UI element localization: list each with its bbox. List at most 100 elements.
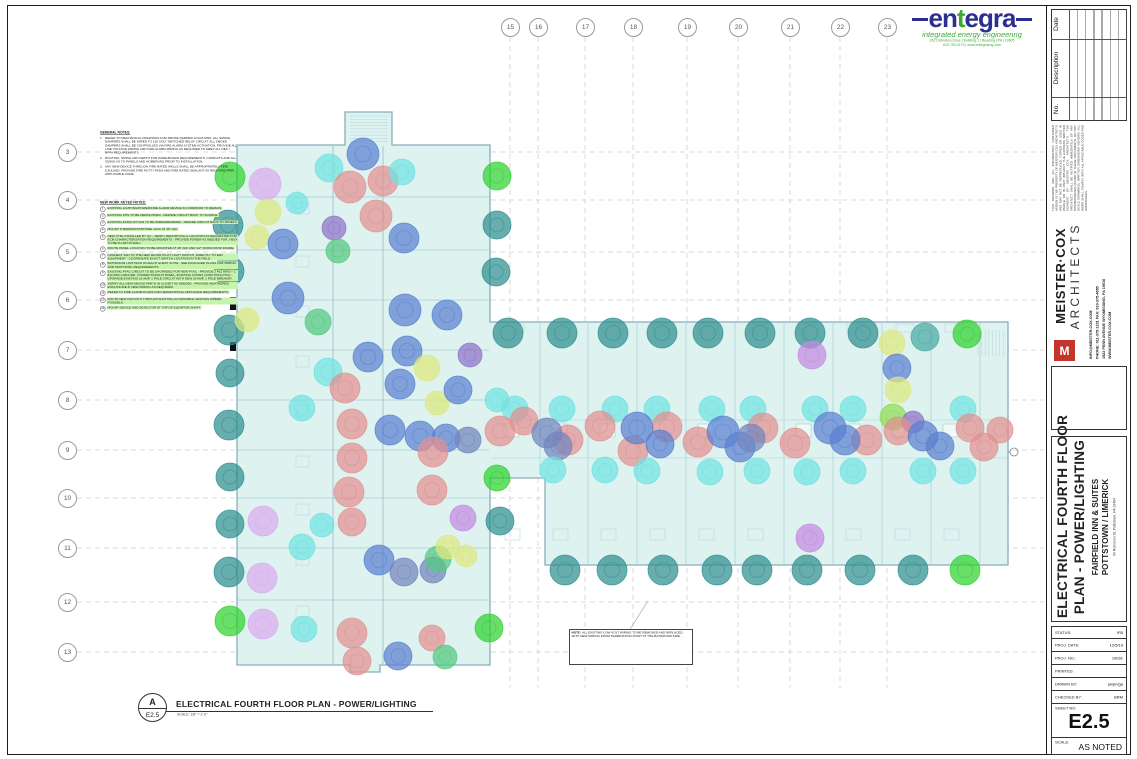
keyed-note-number-icon: 12 [100, 297, 106, 304]
keyed-note-item: 3 EXISTING EXHAUST FAN TO BE WIRED/REWIRE… [100, 220, 238, 227]
plan-symbol-T [897, 554, 929, 586]
plan-symbol-B [271, 281, 305, 315]
status-field-row: STATUS: IFB [1051, 626, 1127, 639]
logo-dash-icon [911, 18, 928, 21]
plan-symbol-C [633, 457, 661, 485]
general-notes: GENERAL NOTES: 1. REFER TO MECHANICAL DRA… [100, 131, 238, 224]
plan-symbol-SB [454, 426, 482, 454]
plan-symbol-Y [254, 198, 282, 226]
sheet-no-label: SHEET NO. [1055, 706, 1077, 711]
plan-symbol-T [549, 554, 581, 586]
plan-symbol-G [949, 554, 981, 586]
plan-symbol-S [986, 416, 1014, 444]
status-field-row: PRINTED: [1051, 665, 1127, 678]
plan-symbol-T [791, 554, 823, 586]
keyed-notes: NEW WORK KEYED NOTES: 1 EXISTING LIGHTING… [100, 201, 238, 425]
plan-symbol-T [485, 506, 515, 536]
plan-symbol-SB [389, 557, 419, 587]
plan-symbol-T [741, 554, 773, 586]
grid-bubble-row-4: 4 [58, 191, 77, 210]
sheet-border [7, 5, 1131, 755]
keyed-note-item: 8 BATHROOM LIGHT/FAN ON EACH GUEST SUITE … [100, 261, 238, 269]
plan-symbol-T [215, 509, 245, 539]
plan-symbol-Y [884, 376, 912, 404]
plan-symbol-C [839, 457, 867, 485]
meister-cox-logo-icon: M [1054, 340, 1075, 361]
keyed-note-number-icon: 6 [100, 246, 106, 253]
plan-symbol-C [591, 456, 619, 484]
general-note-item: 1. REFER TO MECHANICAL DRAWINGS FOR SMOKE… [100, 136, 237, 155]
viewport-title: ELECTRICAL FOURTH FLOOR PLAN - POWER/LIG… [176, 699, 417, 709]
plan-symbol-B [388, 222, 420, 254]
keyed-note-number-icon: 13 [100, 306, 106, 312]
grid-bubble-row-11: 11 [58, 539, 77, 558]
keyed-note-item: 10 VERIFY ALL NEW DEVICE PARTS IN CLOSET … [100, 282, 238, 290]
plan-symbol-C [309, 512, 335, 538]
grid-bubble-col-22: 22 [831, 18, 850, 37]
plan-symbol-T [213, 556, 245, 588]
plan-symbol-T [744, 317, 776, 349]
logo-dash-icon [1016, 18, 1033, 21]
scale-value: AS NOTED [1078, 742, 1122, 752]
grid-bubble-row-8: 8 [58, 391, 77, 410]
plan-symbol-TM [910, 322, 940, 352]
plan-symbol-B [391, 335, 423, 367]
grid-bubble-row-13: 13 [58, 643, 77, 662]
keyed-note-item: 4 MOUNT THERMOSTAT/PHONE JACK AT 48" AFF. [100, 227, 179, 234]
keyed-note-item: 7 CONNECT FAN TO THE NEW MAJOR PILOT LIGH… [100, 253, 238, 261]
plan-symbol-S [336, 442, 368, 474]
seal-box [1051, 366, 1127, 430]
plan-symbol-B [384, 368, 416, 400]
plan-note-box: NOTE: ALL EXISTING LOW VOLT WIRING TO BE… [569, 629, 693, 665]
disclaimer-text: THIS DRAWING AND ALL INFORMATION CONTAIN… [1052, 125, 1088, 211]
keyed-note-item: 5 NEW CTRL INSTALLED BY GC - VERIFY REPOR… [100, 234, 238, 246]
plan-symbol-T [847, 317, 879, 349]
plan-symbol-MG [304, 308, 332, 336]
plan-symbol-S [329, 372, 361, 404]
plan-symbol-G [214, 605, 246, 637]
plan-symbol-C [285, 191, 309, 215]
grid-bubble-row-10: 10 [58, 489, 77, 508]
plan-symbol-V [795, 523, 825, 553]
plan-symbol-T [701, 554, 733, 586]
plan-symbol-T [844, 554, 876, 586]
plan-symbol-C [484, 387, 510, 413]
plan-symbol-C [548, 395, 576, 423]
keyed-note-item: 6 ROUTE PANEL LOCATION TO BE MOUNTED AT 4… [100, 246, 235, 253]
plan-symbol-B [352, 341, 384, 373]
plan-symbol-B [388, 293, 422, 327]
keyed-note-number-icon: 11 [100, 290, 106, 297]
plan-symbol-C [290, 615, 318, 643]
plan-symbol-G [214, 161, 246, 193]
plan-symbol-Y [234, 307, 260, 333]
plan-symbol-T [597, 317, 629, 349]
entegra-logo: entegra integrated energy engineering 26… [898, 5, 1046, 56]
plan-symbol-T [215, 462, 245, 492]
sheet-number: E2.5 [1068, 711, 1110, 733]
plan-symbol-V [797, 340, 827, 370]
plan-symbol-B [383, 641, 413, 671]
grid-bubble-row-3: 3 [58, 143, 77, 162]
plan-symbol-T [213, 409, 245, 441]
plan-symbol-C [839, 395, 867, 423]
plan-symbol-Y [454, 544, 478, 568]
revision-col-description: Description [1053, 51, 1060, 85]
plan-symbol-B [346, 137, 380, 171]
grid-bubble-row-6: 6 [58, 291, 77, 310]
plan-symbol-G [483, 464, 511, 492]
general-notes-title: GENERAL NOTES: [100, 131, 131, 135]
sheet-number-box: SHEET NO. E2.5 [1051, 704, 1127, 738]
detail-bubble: A E2.5 [138, 693, 167, 722]
revision-col-no: No. [1053, 103, 1060, 115]
sheet-title: ELECTRICAL FOURTH FLOOR PLAN - POWER/LIG… [1055, 414, 1087, 618]
plan-symbol-B [620, 411, 654, 445]
plan-symbol-S [333, 170, 367, 204]
plan-symbol-S [342, 646, 372, 676]
plan-symbol-C [314, 153, 344, 183]
plan-symbol-T [692, 317, 724, 349]
plan-symbol-S [417, 436, 449, 468]
plan-symbol-B [267, 228, 299, 260]
grid-bubble-row-7: 7 [58, 341, 77, 360]
keyed-note-item: 9 EXISTING PTAC CIRCUIT TO BE UPGRADED FO… [100, 270, 238, 281]
